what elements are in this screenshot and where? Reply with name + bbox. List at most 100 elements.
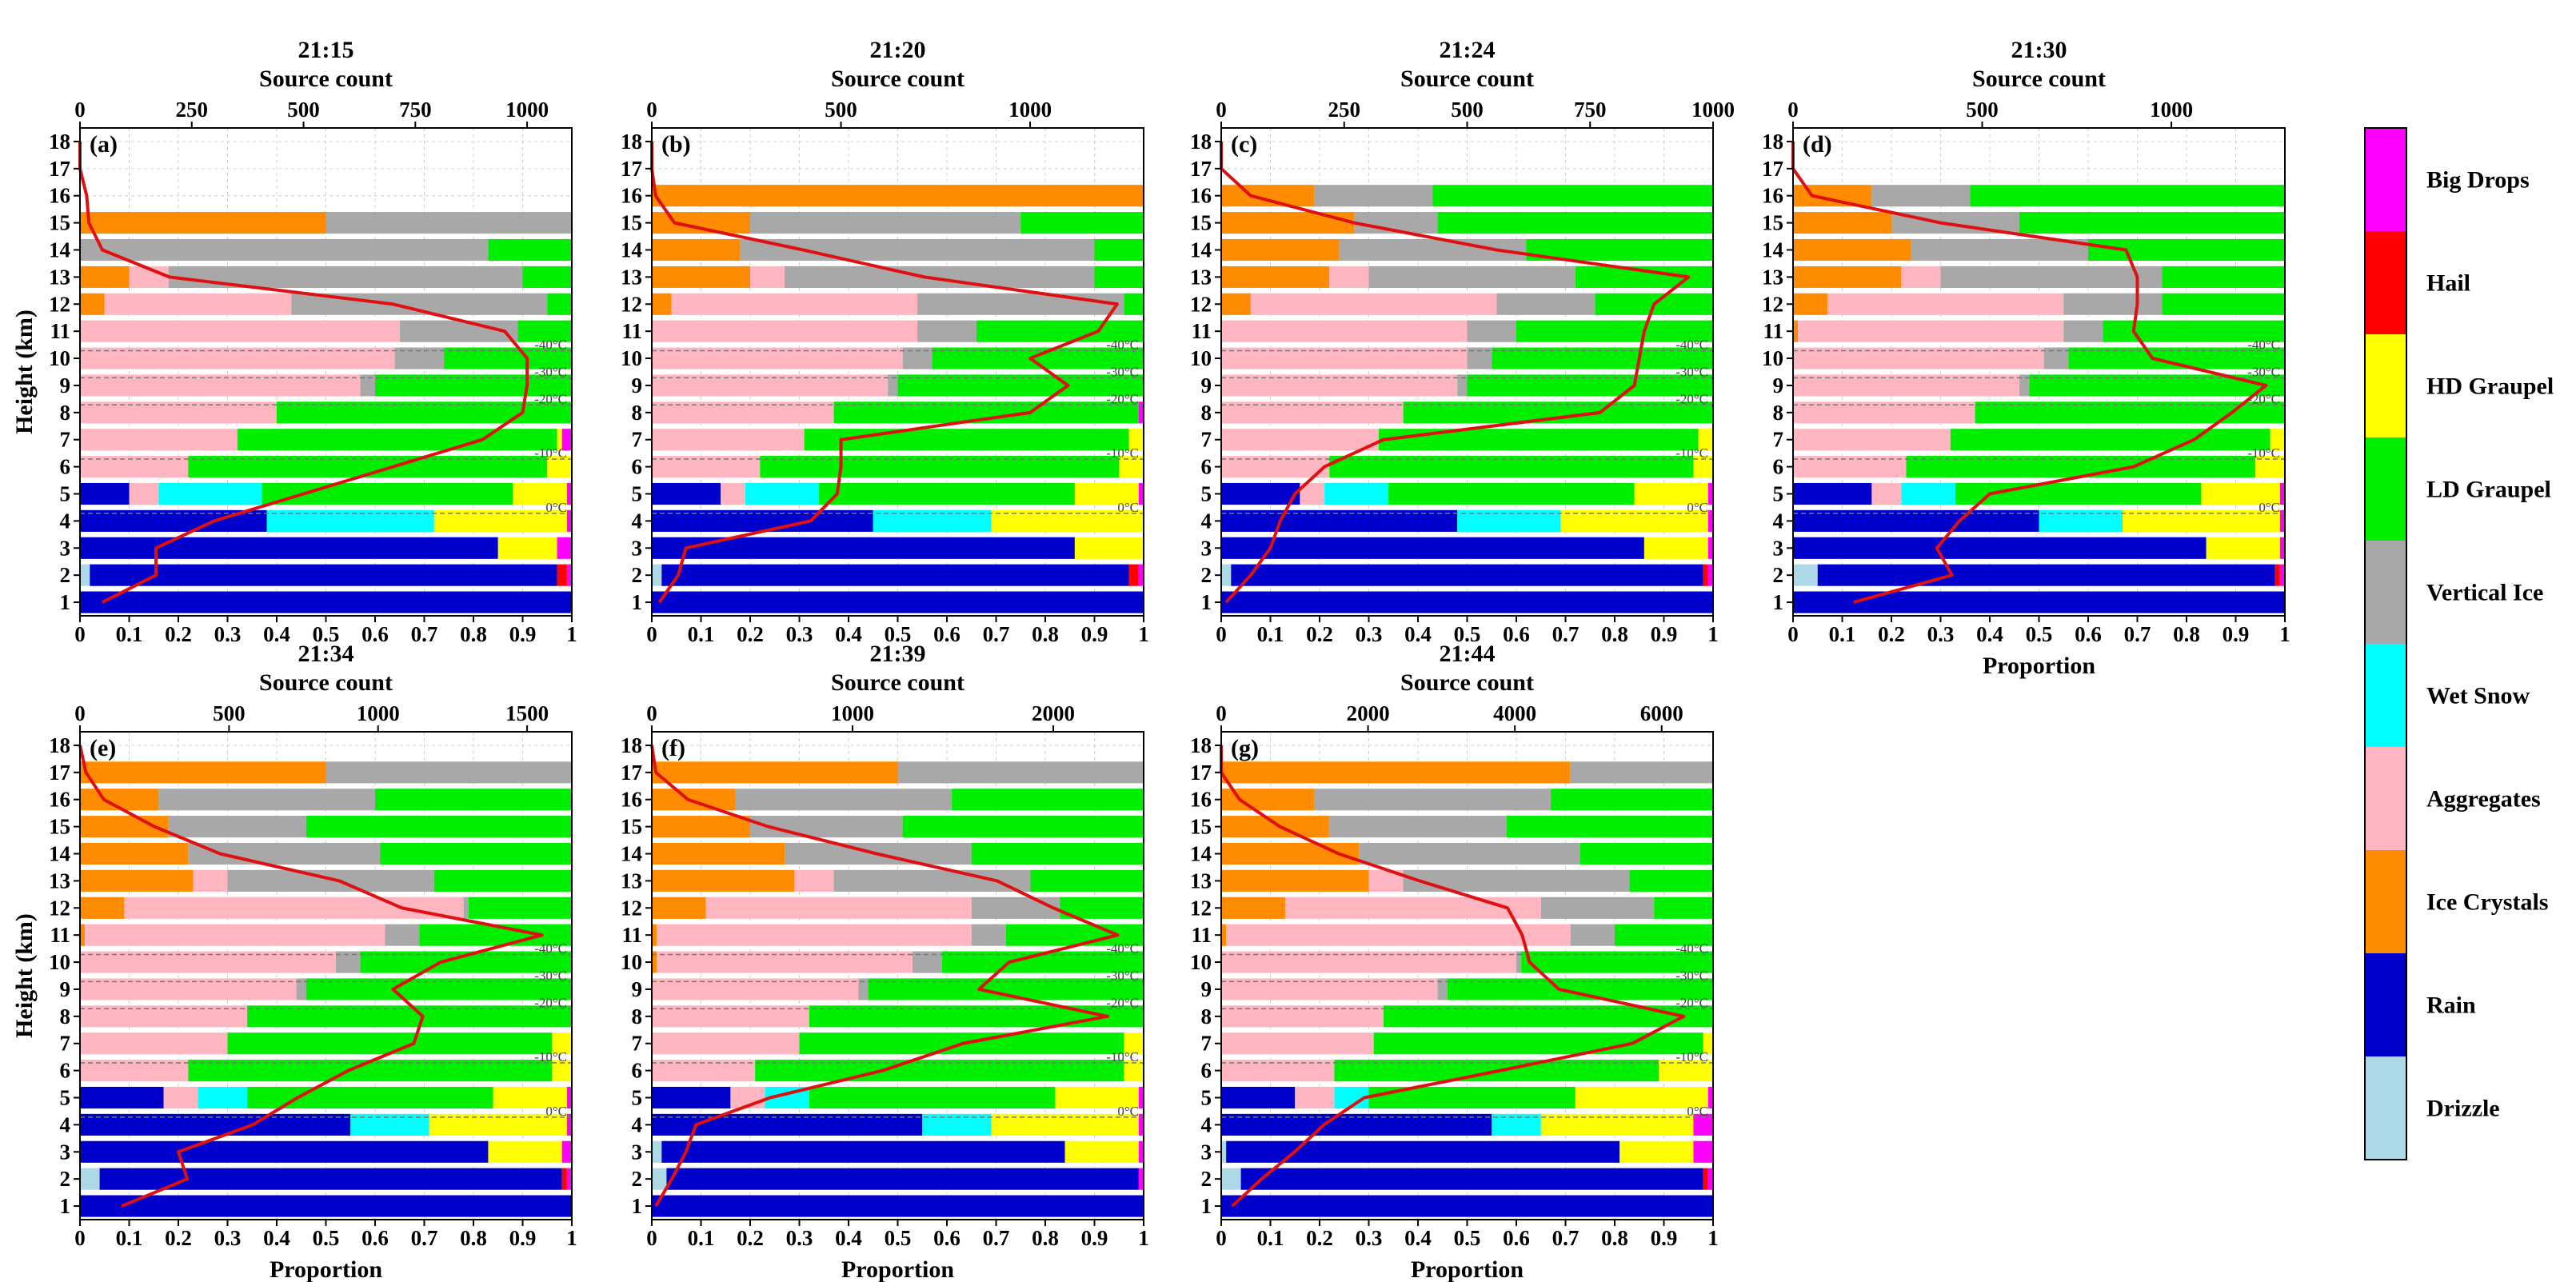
x-tick-label: 0.9 (509, 1226, 537, 1250)
x-tick-label: 0.1 (688, 1226, 715, 1250)
isotherm-label: -30°C (534, 364, 567, 379)
top-tick-label: 0 (74, 98, 86, 122)
isotherm-label: -20°C (1106, 391, 1139, 406)
bar-segment-ld-graupel (809, 1086, 1056, 1109)
bar-segment-hd-graupel (497, 537, 557, 559)
y-tick-label: 1 (632, 1194, 643, 1218)
legend-swatch-big-drops (2365, 128, 2406, 231)
bar-segment-rain (1231, 564, 1703, 586)
bar-segment-aggregates (652, 320, 918, 342)
y-tick-label: 8 (632, 1004, 643, 1028)
bar-segment-ice-crystals (1221, 185, 1315, 207)
bar-segment-hd-graupel (513, 482, 567, 505)
x-tick-label: 0.3 (214, 1226, 242, 1250)
y-tick-label: 10 (49, 950, 70, 974)
top-axis-label: Source count (831, 66, 965, 92)
bar-segment-big-drops (1707, 509, 1713, 532)
y-tick-label: 3 (1201, 1140, 1212, 1164)
y-tick-label: 9 (1201, 977, 1212, 1001)
y-tick-label: 17 (1190, 761, 1212, 785)
y-tick-label: 18 (621, 130, 642, 154)
legend-label: Rain (2426, 992, 2476, 1019)
top-tick-label: 1000 (1008, 98, 1052, 122)
y-tick-label: 4 (1201, 509, 1212, 533)
bar-segment-ld-graupel (227, 1032, 553, 1055)
y-tick-label: 10 (621, 950, 642, 974)
x-tick-label: 0.9 (1081, 622, 1108, 646)
bar-segment-ice-crystals (1221, 238, 1340, 262)
x-tick-label: 0.6 (361, 1226, 389, 1250)
x-axis-label: Proportion (270, 1256, 382, 1282)
legend-label: HD Graupel (2426, 373, 2554, 400)
bar-segment-ice-crystals (652, 293, 672, 315)
x-tick-label: 0.5 (313, 1226, 340, 1250)
y-tick-label: 16 (621, 184, 642, 208)
x-tick-label: 0.8 (460, 622, 487, 646)
bar-segment-big-drops (1707, 537, 1713, 559)
bar-segment-hd-graupel (1074, 537, 1144, 559)
bar-segment-hail (1703, 564, 1708, 586)
bar-segment-hd-graupel (488, 1140, 562, 1163)
bar-segment-ld-graupel (1437, 212, 1713, 234)
bar-segment-vertical-ice (2019, 374, 2030, 397)
bar-segment-big-drops (1138, 482, 1144, 505)
bar-segment-wet-snow (1492, 1113, 1541, 1136)
bar-segment-ld-graupel (306, 978, 572, 1000)
x-tick-label: 0.8 (1032, 622, 1059, 646)
top-tick-label: 1000 (831, 701, 874, 725)
top-tick-label: 500 (1451, 98, 1484, 122)
bar-segment-aggregates (1295, 1086, 1335, 1109)
bar-segment-hail (561, 1168, 567, 1190)
y-tick-label: 16 (621, 788, 642, 812)
bar-segment-rain (661, 564, 1129, 586)
bar-segment-vertical-ice (360, 374, 375, 397)
y-tick-label: 13 (49, 265, 70, 289)
y-tick-label: 2 (60, 563, 71, 587)
top-tick-label: 0 (74, 701, 86, 725)
bar-segment-aggregates (1793, 347, 2044, 369)
bar-segment-vertical-ice (971, 897, 1060, 919)
bar-segment-vertical-ice (1368, 266, 1576, 288)
bar-segment-big-drops (1707, 564, 1713, 586)
bar-segment-vertical-ice (2063, 293, 2163, 315)
bar-segment-ice-crystals (652, 789, 736, 811)
bar-segment-ld-graupel (1516, 320, 1713, 342)
isotherm-label: 0°C (545, 1104, 567, 1119)
bar-segment-wet-snow (1901, 482, 1955, 505)
bar-segment-ice-crystals (1793, 238, 1911, 262)
x-tick-label: 0.9 (1081, 1226, 1108, 1250)
bar-segment-vertical-ice (917, 293, 1124, 315)
y-tick-label: 4 (1201, 1112, 1212, 1136)
bar-segment-aggregates (652, 1005, 809, 1028)
bar-segment-ld-graupel (1970, 185, 2285, 207)
x-tick-label: 0.5 (1454, 622, 1481, 646)
panel-d: 0°C -10°C -20°C -30°C -40°C 0 0.1 0.2 0.3 0.4 0.5 0… (1762, 37, 2290, 679)
bar-segment-ice-crystals (1221, 897, 1285, 919)
bar-segment-vertical-ice (833, 869, 1031, 892)
bar-segment-ld-graupel (1094, 238, 1144, 262)
x-tick-label: 0.4 (835, 622, 862, 646)
y-tick-label: 10 (621, 346, 642, 370)
bar-segment-ld-graupel (1388, 482, 1635, 505)
top-tick-label: 2000 (1032, 701, 1075, 725)
bar-segment-vertical-ice (897, 761, 1144, 784)
bar-segment-vertical-ice (463, 897, 469, 919)
x-tick-label: 0.2 (1306, 1226, 1333, 1250)
y-tick-label: 2 (1773, 563, 1784, 587)
y-tick-label: 13 (1190, 265, 1212, 289)
x-tick-label: 0.7 (411, 1226, 438, 1250)
y-tick-label: 6 (1201, 1059, 1212, 1083)
panel-letter: (c) (1231, 131, 1257, 158)
isotherm-label: 0°C (1687, 500, 1708, 515)
top-tick-label: 0 (1787, 98, 1799, 122)
y-tick-label: 3 (60, 1140, 71, 1164)
legend-swatch-vertical-ice (2365, 541, 2406, 644)
x-tick-label: 0.7 (983, 622, 1010, 646)
bar-segment-vertical-ice (2063, 320, 2103, 342)
panel-b: 0°C -10°C -20°C -30°C -40°C 0 0.1 0.2 0.3 0.4 0.5 0… (621, 37, 1149, 646)
bar-segment-ld-graupel (375, 789, 572, 811)
x-tick-label: 1 (1138, 1226, 1149, 1250)
source-count-line (1791, 141, 2268, 604)
bar-segment-hd-graupel (2206, 537, 2280, 559)
x-tick-label: 0.9 (1651, 622, 1678, 646)
